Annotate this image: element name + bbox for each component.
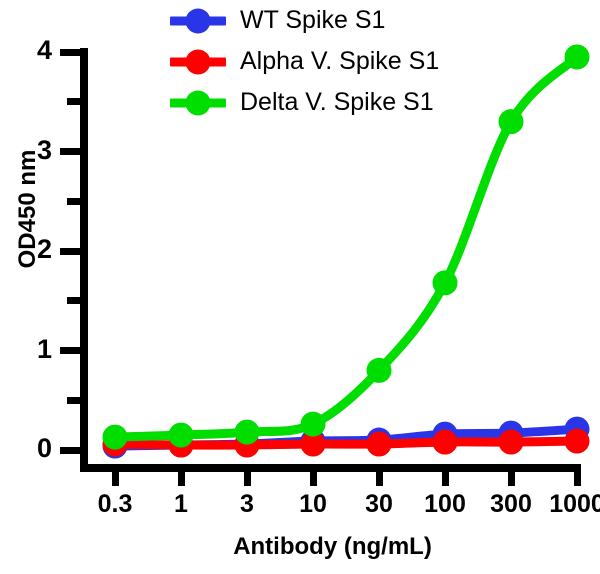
legend-item-wt-spike-s1: WT Spike S1 [170,0,590,41]
legend-marker-icon [170,48,226,76]
x-tick [309,470,317,486]
legend-label-2: Delta V. Spike S1 [240,88,434,116]
x-tick-label: 100 [424,490,466,518]
x-tick-label: 1 [174,490,188,518]
legend-dot-1 [185,49,211,74]
x-tick-label: 0.3 [97,490,133,518]
data-point [168,432,194,458]
series-line [110,424,582,451]
x-tick-label: 1000 [549,490,600,518]
data-point [102,433,128,459]
y-tick-major [60,48,81,56]
data-point [234,419,260,445]
x-tick-label: 3 [240,490,254,518]
x-tick-label: 30 [365,490,393,518]
y-axis-line [80,48,88,472]
data-point [102,431,128,457]
data-point [234,432,260,458]
data-point [432,421,458,447]
y-tick-label: 4 [36,35,52,65]
y-tick-minor [67,98,81,106]
y-tick-label: 0 [36,433,52,463]
data-point [300,411,326,437]
x-tick-label: 300 [490,490,532,518]
chart-legend: WT Spike S1 Alpha V. Spike S1 Delta V. S… [170,0,590,123]
y-tick-major [60,347,81,354]
x-axis-line [80,464,581,472]
y-tick-minor [67,297,81,305]
y-tick-label: 3 [36,134,52,165]
x-tick-label: 10 [299,490,327,518]
legend-label-1: Alpha V. Spike S1 [240,47,440,75]
legend-item-alpha-v-spike-s1: Alpha V. Spike S1 [170,41,590,82]
x-tick [375,470,383,486]
series-1 [102,416,590,459]
data-point [432,429,458,455]
legend-dot-2 [185,90,211,115]
data-point [432,270,458,296]
x-axis-title: Antibody (ng/mL) [233,533,432,560]
data-point [366,427,392,453]
legend-marker-icon [170,89,226,117]
legend-label-0: WT Spike S1 [240,6,386,34]
data-point [102,424,128,450]
x-tick [573,470,581,486]
data-point [366,431,392,457]
data-point [366,357,392,383]
data-point [234,431,260,457]
legend-dot-0 [185,8,211,33]
x-tick [441,470,449,486]
data-point [498,429,524,455]
x-tick [507,470,515,486]
x-tick [243,470,251,486]
y-tick-major [60,148,81,155]
y-tick-label: 2 [36,234,52,264]
y-tick-major [60,247,81,255]
x-tick [177,470,185,486]
series-2 [102,428,590,458]
data-point [498,420,524,446]
data-point [300,431,326,457]
y-tick-minor [67,197,81,205]
x-tick [111,470,119,486]
y-tick-minor [67,396,81,404]
legend-item-delta-v-spike-s1: Delta V. Spike S1 [170,82,590,123]
data-point [564,416,590,442]
y-tick-major [60,446,81,454]
series-line [110,436,582,450]
y-tick-label: 1 [36,333,52,364]
data-point [168,432,194,458]
data-point [564,428,590,454]
legend-marker-icon [170,7,226,35]
data-point [300,428,326,454]
data-point [168,422,194,448]
